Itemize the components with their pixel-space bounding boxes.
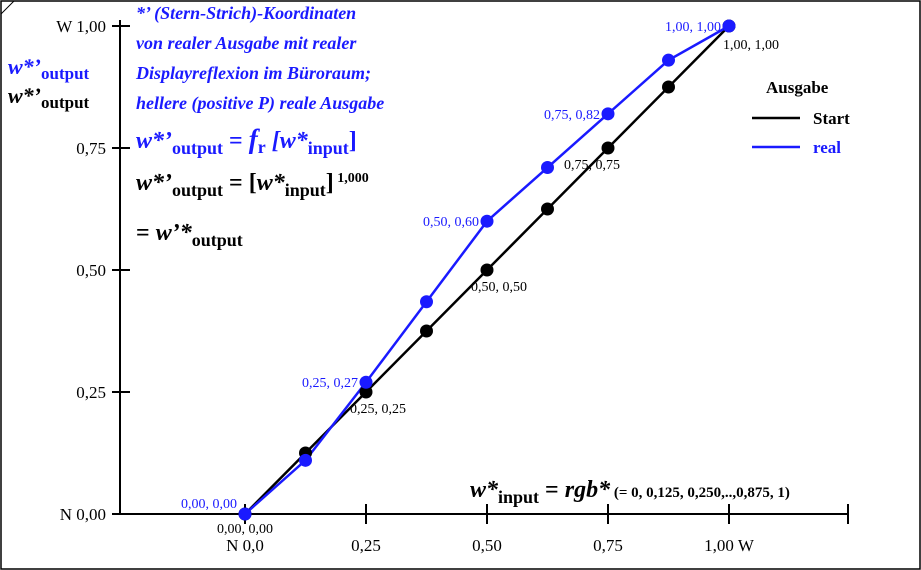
x-tick-label: 0,75 <box>593 536 623 555</box>
y-axis-title-black-sub: output <box>41 93 90 112</box>
x-axis-title-note: (= 0, 0,125, 0,250,..,0,875, 1) <box>610 485 790 501</box>
formula-real-eq: = <box>223 128 249 154</box>
data-point-start <box>662 80 675 94</box>
data-point-start <box>359 385 373 399</box>
x-axis-title-main: w* <box>470 477 499 503</box>
formula-real-f-sub: r <box>258 137 266 157</box>
data-point-real <box>420 295 433 309</box>
data-point-start <box>420 324 433 338</box>
annotation-line-4: hellere (positive P) reale Ausgabe <box>136 93 384 114</box>
formula-real-lhs: w*’ <box>136 128 172 154</box>
formula-identity2-rhs: w’* <box>156 220 193 246</box>
formula-identity-2: = w’*output <box>136 220 243 250</box>
x-tick-label: 0,50 <box>472 536 502 555</box>
point-label-real: 1,00, 1,00 <box>665 20 721 35</box>
data-point-real <box>541 161 554 175</box>
point-label-start: 0,25, 0,25 <box>350 402 406 417</box>
x-axis-title-eq: = <box>539 477 565 503</box>
data-point-real <box>662 53 675 67</box>
corner-mark <box>0 0 15 15</box>
annotation-line-3: Displayreflexion im Büroraum; <box>135 63 371 83</box>
formula-identity-arg-sub: input <box>285 180 326 200</box>
formula-identity: w*’output = [w*input] 1,000 <box>136 170 369 200</box>
point-label-start: 0,50, 0,50 <box>471 280 527 295</box>
legend-label-real: real <box>813 138 841 157</box>
data-point-real <box>722 19 736 33</box>
data-point-real <box>480 214 494 228</box>
y-axis-title-blue-sub: output <box>41 64 90 83</box>
data-point-start <box>601 141 615 155</box>
y-tick-label: 0,50 <box>76 261 106 280</box>
point-label-real: 0,25, 0,27 <box>302 376 358 391</box>
x-axis-title-sub: input <box>498 487 539 507</box>
x-tick-label: N 0,0 <box>226 536 264 555</box>
point-label-real: 0,75, 0,82 <box>544 108 600 123</box>
point-label-real: 0,50, 0,60 <box>423 215 479 230</box>
formula-real-close: ] <box>349 128 357 154</box>
y-axis-title-black: w*’output <box>8 83 90 112</box>
x-tick-label: 1,00 W <box>704 536 755 555</box>
y-axis-title-blue: w*’output <box>8 54 90 83</box>
y-axis-title-blue-main: w*’ <box>8 54 41 79</box>
y-tick-label: 0,25 <box>76 383 106 402</box>
formula-real-lhs-sub: output <box>172 138 223 158</box>
data-point-real <box>601 107 615 121</box>
formula-identity-arg: w* <box>257 170 286 196</box>
point-label-real: 0,00, 0,00 <box>181 497 237 512</box>
formula-identity-exp: 1,000 <box>337 171 369 186</box>
x-tick-label: 0,25 <box>351 536 381 555</box>
formula-identity-lhs-sub: output <box>172 180 223 200</box>
point-label-start: 0,00, 0,00 <box>217 522 273 537</box>
formula-identity-close: ] <box>326 170 334 196</box>
axis-ticks: N 0,0 0,25 0,50 0,75 1,00 W N 0,00 0,25 0,50 0,7… <box>56 17 849 555</box>
y-tick-label: 0,75 <box>76 139 106 158</box>
formula-identity2-eq: = <box>136 220 156 246</box>
legend-label-start: Start <box>813 109 850 128</box>
x-axis-title: w*input = rgb* (= 0, 0,125, 0,250,..,0,8… <box>470 477 790 507</box>
legend-title: Ausgabe <box>766 78 829 97</box>
annotation-line-2: von realer Ausgabe mit realer <box>136 33 357 53</box>
series-points <box>238 19 736 521</box>
formula-identity-lhs: w*’ <box>136 170 172 196</box>
formula-real: w*’output = fr [w*input] <box>136 124 357 158</box>
data-point-real <box>359 375 373 389</box>
x-axis-title-rhs: rgb* <box>565 477 611 503</box>
data-point-start <box>541 202 554 216</box>
data-point-start <box>480 263 494 277</box>
point-label-start: 0,75, 0,75 <box>564 158 620 173</box>
formula-real-arg: [w* <box>272 128 309 154</box>
data-point-real <box>299 453 312 467</box>
y-tick-label: W 1,00 <box>56 17 106 36</box>
annotation-line-1: *’ (Stern-Strich)-Koordinaten <box>136 3 356 24</box>
point-labels: 0,00, 0,00 0,25, 0,25 0,50, 0,50 0,75, 0,75… <box>181 20 779 537</box>
y-axis-title-black-main: w*’ <box>8 83 41 108</box>
data-point-real <box>238 507 252 521</box>
formula-identity2-rhs-sub: output <box>192 230 243 250</box>
formula-real-arg-sub: input <box>308 138 349 158</box>
formula-identity-eq: = [ <box>223 170 257 196</box>
y-tick-label: N 0,00 <box>60 505 106 524</box>
point-label-start: 1,00, 1,00 <box>723 38 779 53</box>
